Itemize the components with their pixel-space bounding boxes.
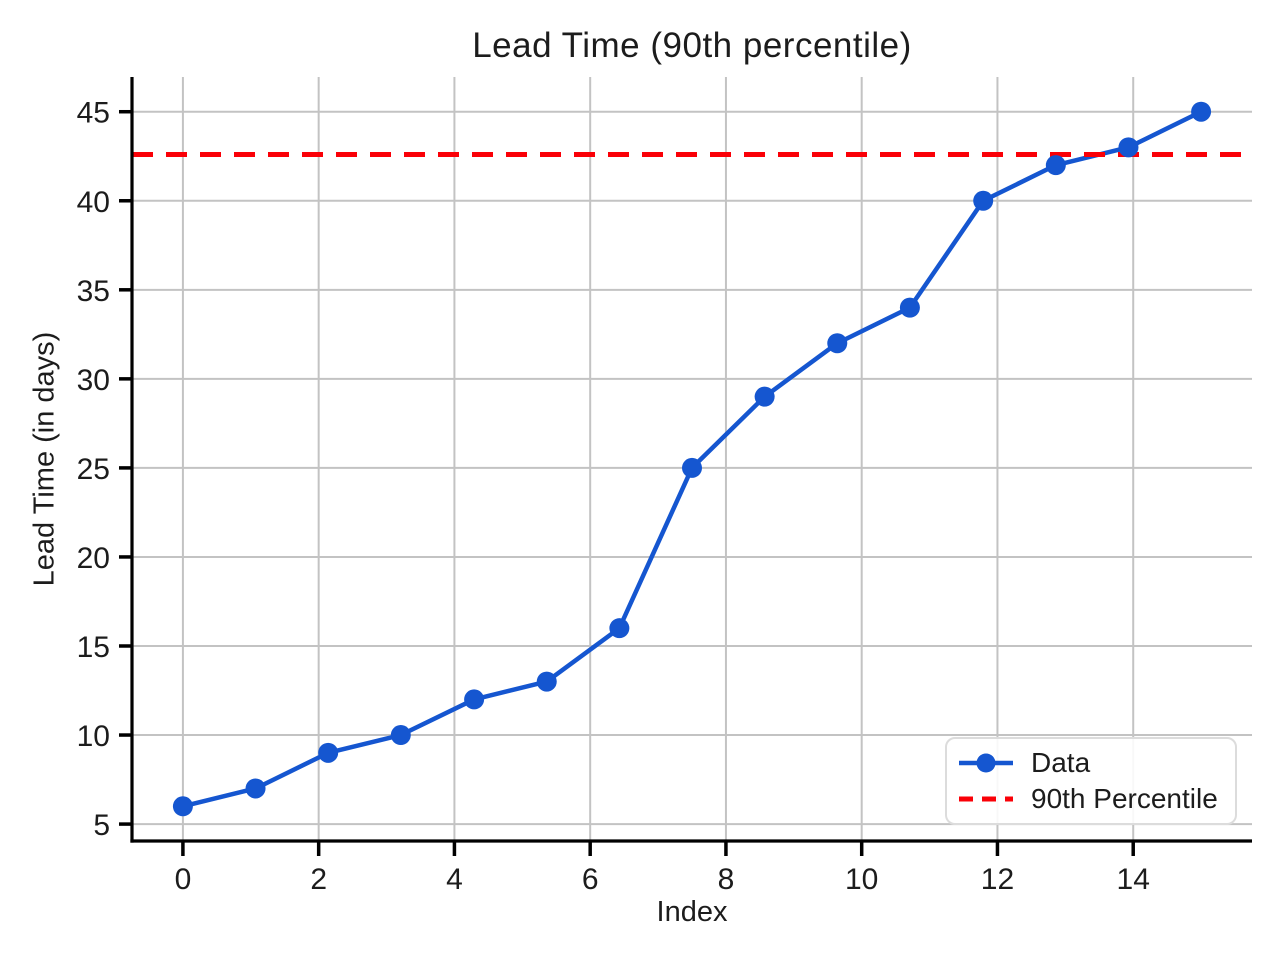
- x-tick-label: 4: [446, 863, 463, 896]
- data-point: [899, 297, 920, 318]
- y-tick-label: 15: [77, 631, 110, 664]
- x-axis-label: Index: [656, 896, 728, 928]
- data-point: [609, 618, 630, 639]
- data-point-markers: [172, 101, 1212, 817]
- axis-tick-marks: [119, 109, 1135, 856]
- chart-title: Lead Time (90th percentile): [472, 26, 912, 65]
- x-tick-label: 8: [718, 863, 735, 896]
- data-point: [318, 742, 339, 763]
- x-tick-label: 14: [1117, 863, 1150, 896]
- data-point: [1118, 137, 1139, 158]
- legend-line-marker-sample: [959, 753, 1013, 773]
- legend-item-data: Data: [957, 747, 1227, 779]
- data-point: [754, 386, 775, 407]
- legend-item-percentile: 90th Percentile: [957, 783, 1227, 815]
- y-tick-label: 25: [77, 453, 110, 486]
- legend-label-percentile: 90th Percentile: [1031, 783, 1218, 814]
- legend-dashed-line-sample: [959, 796, 1013, 802]
- x-tick-label: 12: [981, 863, 1014, 896]
- x-tick-label: 2: [310, 863, 327, 896]
- y-tick-label: 30: [77, 364, 110, 397]
- data-point: [172, 796, 193, 817]
- y-tick-label: 20: [77, 542, 110, 575]
- x-tick-label: 6: [582, 863, 599, 896]
- x-tick-label: 10: [845, 863, 878, 896]
- y-axis-label: Lead Time (in days): [28, 331, 61, 587]
- y-tick-label: 40: [77, 186, 110, 219]
- data-point: [1045, 155, 1066, 176]
- y-tick-label: 35: [77, 275, 110, 308]
- data-point: [390, 725, 411, 746]
- axis-tick-labels: 0 2 4 6 8 10 12 14 5 10 15 20 25 30 35 40 45: [77, 97, 1150, 896]
- data-point: [245, 778, 266, 799]
- data-point: [973, 190, 994, 211]
- x-tick-label: 0: [175, 863, 192, 896]
- data-point: [464, 689, 485, 710]
- legend-label-data: Data: [1031, 747, 1091, 778]
- legend: Data 90th Percentile: [945, 737, 1237, 825]
- y-tick-label: 10: [77, 720, 110, 753]
- y-tick-label: 5: [93, 809, 110, 842]
- data-point: [1191, 101, 1212, 122]
- data-point: [827, 333, 848, 354]
- y-tick-label: 45: [77, 97, 110, 130]
- data-point: [682, 457, 702, 478]
- data-point: [536, 671, 557, 692]
